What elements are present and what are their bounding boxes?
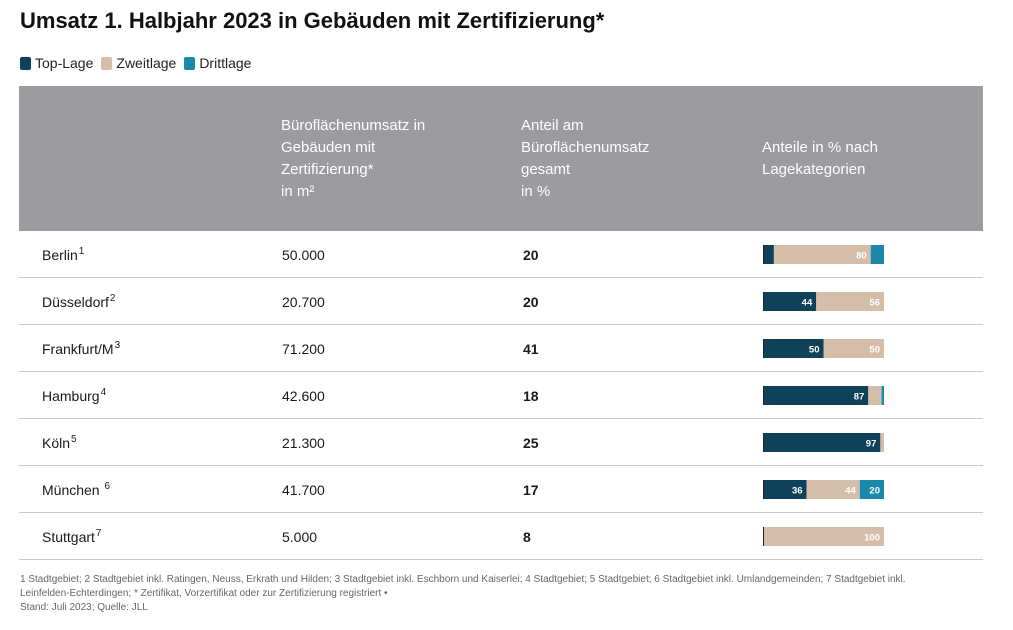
area-cell: 50.000: [282, 247, 325, 263]
area-cell: 41.700: [282, 482, 325, 498]
bar-segment-zweitlage: [823, 339, 884, 358]
bar-label-top-lage: 97: [866, 439, 877, 450]
legend-swatch-top-lage: [20, 56, 31, 70]
bar-segment-zweitlage: [868, 386, 882, 405]
area-cell: 21.300: [282, 435, 325, 451]
city-footnote-ref: 7: [95, 528, 102, 539]
city-name: Köln: [42, 435, 71, 451]
share-cell: 20: [523, 294, 539, 310]
area-cell: 71.200: [282, 341, 325, 357]
share-cell: 41: [523, 341, 539, 357]
footnote-line-1: 1 Stadtgebiet; 2 Stadtgebiet inkl. Ratin…: [20, 574, 906, 585]
footnote-line-2: Leinfelden-Echterdingen; * Zertifikat, V…: [20, 588, 388, 599]
header-flaechenumsatz: Büroflächenumsatz in Gebäuden mit Zertif…: [281, 117, 426, 200]
stacked-bar: 44 56: [763, 292, 884, 311]
city-name: Düsseldorf: [42, 294, 109, 310]
stacked-bar: 36 44 20: [763, 480, 884, 499]
stacked-bar: 97: [763, 433, 884, 452]
footnotes: 1 Stadtgebiet; 2 Stadtgebiet inkl. Ratin…: [20, 573, 980, 615]
city-footnote-ref: 6: [104, 481, 111, 492]
bar-label-top-lage: 36: [792, 486, 803, 497]
legend-swatch-drittlage: [184, 56, 196, 70]
bar-segment-drittlage: [859, 480, 884, 499]
city-footnote-ref: 4: [100, 387, 107, 398]
city-name: München: [42, 482, 104, 498]
legend-item-drittlage: Drittlage: [184, 55, 251, 71]
city-cell: Düsseldorf2: [42, 278, 115, 324]
city-cell: Frankfurt/M3: [42, 325, 120, 371]
header-anteile-lagekategorien: Anteile in % nach Lagekategorien: [762, 139, 878, 178]
table-header: Büroflächenumsatz in Gebäuden mit Zertif…: [19, 86, 983, 231]
bar-label-zweitlage: 44: [845, 486, 856, 497]
city-footnote-ref: 2: [109, 293, 116, 304]
city-footnote-ref: 3: [114, 340, 121, 351]
share-cell: 25: [523, 435, 539, 451]
bar-segment-zweitlage: [880, 433, 884, 452]
bar-segment-drittlage: [870, 245, 884, 264]
bar-label-top-lage: 50: [809, 345, 820, 356]
legend-item-zweitlage: Zweitlage: [101, 55, 176, 71]
city-cell: Berlin1: [42, 231, 84, 277]
stacked-bar: 87: [763, 386, 884, 405]
city-footnote-ref: 1: [78, 246, 85, 257]
legend: Top-Lage Zweitlage Drittlage: [20, 54, 259, 72]
bar-label-top-lage: 44: [802, 298, 813, 309]
bar-segment-top-lage: [763, 433, 881, 452]
bar-label-zweitlage: 100: [864, 533, 880, 544]
bar-segment-top-lage: [763, 339, 824, 358]
footnote-line-3: Stand: Juli 2023; Quelle: JLL: [20, 602, 148, 613]
table-body: Berlin1 50.000 20 80 Düsseldorf2 20.700 20 44 56…: [19, 231, 983, 560]
bar-segment-top-lage: [763, 245, 774, 264]
area-cell: 42.600: [282, 388, 325, 404]
city-name: Berlin: [42, 247, 78, 263]
legend-swatch-zweitlage: [101, 56, 113, 70]
stacked-bar: 100: [763, 527, 884, 546]
bar-segment-zweitlage: [816, 292, 884, 311]
share-cell: 20: [523, 247, 539, 263]
table-row: Frankfurt/M3 71.200 41 50 50: [19, 325, 983, 372]
table-row: Hamburg4 42.600 18 87: [19, 372, 983, 419]
chart-title: Umsatz 1. Halbjahr 2023 in Gebäuden mit …: [20, 8, 605, 33]
city-name: Hamburg: [42, 388, 100, 404]
bar-label-top-lage: 87: [854, 392, 865, 403]
legend-label-zweitlage: Zweitlage: [116, 55, 177, 71]
bar-label-drittlage: 20: [869, 486, 880, 497]
area-cell: 20.700: [282, 294, 325, 310]
area-cell: 5.000: [282, 529, 318, 545]
bar-segment-top-lage: [763, 480, 807, 499]
city-footnote-ref: 5: [71, 434, 77, 445]
legend-item-top-lage: Top-Lage: [20, 55, 93, 71]
bar-segment-drittlage: [881, 386, 884, 405]
bar-segment-top-lage: [763, 292, 817, 311]
share-cell: 8: [523, 529, 531, 545]
city-cell: München 6: [42, 466, 110, 512]
city-name: Stuttgart: [42, 529, 95, 545]
table-row: Stuttgart7 5.000 8 100: [19, 513, 983, 560]
stacked-bar: 80: [763, 245, 884, 264]
bar-segment-zweitlage: [773, 245, 871, 264]
legend-label-top-lage: Top-Lage: [35, 55, 94, 71]
table-row: München 6 41.700 17 36 44 20: [19, 466, 983, 513]
table-row: Köln5 21.300 25 97: [19, 419, 983, 466]
share-cell: 17: [523, 482, 539, 498]
stacked-bar: 50 50: [763, 339, 884, 358]
header-anteil-gesamt: Anteil am Büroflächenumsatz gesamt in %: [521, 117, 650, 200]
bar-segment-zweitlage: [806, 480, 860, 499]
city-cell: Köln5: [42, 419, 77, 465]
bar-segment-zweitlage: [763, 527, 884, 546]
city-cell: Stuttgart7: [42, 513, 101, 559]
city-name: Frankfurt/M: [42, 341, 114, 357]
bar-label-zweitlage: 50: [869, 345, 880, 356]
bar-label-zweitlage: 80: [856, 251, 867, 262]
share-cell: 18: [523, 388, 539, 404]
table-row: Berlin1 50.000 20 80: [19, 231, 983, 278]
bar-segment-top-lage: [763, 386, 869, 405]
bar-label-zweitlage: 56: [869, 298, 880, 309]
city-cell: Hamburg4: [42, 372, 106, 418]
table-row: Düsseldorf2 20.700 20 44 56: [19, 278, 983, 325]
legend-label-drittlage: Drittlage: [199, 55, 252, 71]
